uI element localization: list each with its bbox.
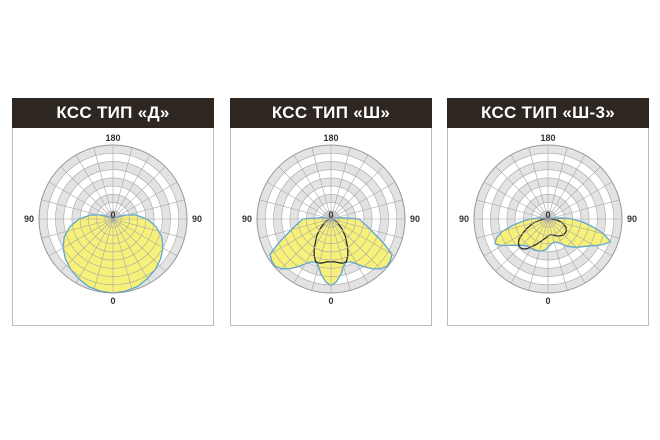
polar-grid-radial — [259, 199, 332, 220]
chart-title: КСС ТИП «Ш» — [230, 98, 432, 128]
chart-panel-d: КСС ТИП «Д» 180 90 90 0 0 — [12, 98, 214, 326]
polar-grid-radial — [112, 166, 166, 220]
polar-grid-radial — [476, 218, 549, 239]
polar-grid-radial — [266, 181, 332, 220]
polar-grid-radial — [510, 218, 549, 284]
polar-grid-radial — [330, 154, 369, 220]
polar-grid-radial — [330, 218, 369, 284]
angle-label-center: 0 — [328, 210, 333, 220]
angle-label-180: 180 — [323, 133, 338, 143]
polar-grid-radial — [48, 218, 114, 257]
polar-outer-ring — [256, 144, 406, 294]
angle-label-center: 0 — [110, 210, 115, 220]
polar-grid-radial — [311, 147, 332, 220]
polar-grid-radial — [495, 218, 549, 272]
polar-grid-radial — [266, 218, 332, 257]
polar-grid-radial — [112, 218, 178, 257]
polar-grid-radial — [311, 218, 332, 291]
polar-grid-radial — [330, 166, 384, 220]
polar-grid-radial — [483, 181, 549, 220]
polar-outer-ring — [38, 144, 188, 294]
polar-grid-radial — [112, 218, 133, 291]
chart-title: КСС ТИП «Д» — [12, 98, 214, 128]
polar-grid-radial — [528, 218, 549, 291]
polar-grid-radial — [75, 154, 114, 220]
polar-grid-radial — [278, 218, 332, 272]
angle-label-90-left: 90 — [459, 214, 469, 224]
angle-label-90-right: 90 — [410, 214, 420, 224]
angle-label-center: 0 — [545, 210, 550, 220]
polar-grid-radial — [476, 199, 549, 220]
polar-grid-radial — [330, 218, 403, 239]
chart-panel-sh: КСС ТИП «Ш» 180 90 90 0 0 — [230, 98, 432, 326]
polar-outer-ring — [473, 144, 623, 294]
polar-grid-radial — [293, 154, 332, 220]
polar-grid-radial — [547, 218, 586, 284]
polar-grid-radial — [547, 218, 568, 291]
chart-title: КСС ТИП «Ш-3» — [447, 98, 649, 128]
polar-grid-radial — [547, 218, 620, 239]
angle-label-0: 0 — [545, 296, 550, 306]
polar-grid-radial — [330, 218, 384, 272]
polar-grid-radial — [330, 147, 351, 220]
polar-grid-radial — [259, 218, 332, 239]
angle-label-90-left: 90 — [24, 214, 34, 224]
polar-grid-radial — [293, 218, 332, 284]
polar-grid-radial — [528, 147, 549, 220]
polar-grid-radial — [60, 218, 114, 272]
polar-grid-radial — [510, 154, 549, 220]
angle-label-90-left: 90 — [242, 214, 252, 224]
chart-panel-sh3: КСС ТИП «Ш-3» 180 90 90 0 0 — [447, 98, 649, 326]
polar-grid-radial — [112, 218, 166, 272]
polar-grid-radial — [112, 218, 151, 284]
polar-chart-d: 180 90 90 0 0 — [24, 133, 202, 306]
polar-grid-radial — [547, 154, 586, 220]
polar-grid-radial — [547, 218, 613, 257]
polar-chart-sh: 180 90 90 0 0 — [242, 133, 420, 306]
polar-grid-radial — [547, 147, 568, 220]
polar-grid-radial — [330, 218, 396, 257]
polar-grid-radial — [547, 166, 601, 220]
polar-grid-radial — [112, 147, 133, 220]
polar-grid-radial — [330, 199, 403, 220]
polar-grid-radial — [112, 199, 185, 220]
polar-grid-radial — [112, 181, 178, 220]
polar-grid-radial — [93, 218, 114, 291]
polar-grid-radial — [41, 199, 114, 220]
angle-label-90-right: 90 — [627, 214, 637, 224]
polar-grid-radial — [93, 147, 114, 220]
angle-label-0: 0 — [110, 296, 115, 306]
polar-grid-radial — [547, 199, 620, 220]
polar-grid-radial — [75, 218, 114, 284]
angle-label-180: 180 — [105, 133, 120, 143]
polar-chart-sh3: 180 90 90 0 0 — [459, 133, 637, 306]
polar-grid-radial — [330, 218, 351, 291]
polar-grid-radial — [112, 154, 151, 220]
polar-grid-radial — [547, 218, 601, 272]
polar-grid-radial — [112, 218, 185, 239]
polar-grid-radial — [41, 218, 114, 239]
angle-label-90-right: 90 — [192, 214, 202, 224]
polar-grid-radial — [60, 166, 114, 220]
polar-grid-radial — [495, 166, 549, 220]
polar-grid-radial — [278, 166, 332, 220]
angle-label-0: 0 — [328, 296, 333, 306]
angle-label-180: 180 — [540, 133, 555, 143]
polar-grid-radial — [330, 181, 396, 220]
polar-grid-radial — [483, 218, 549, 257]
polar-grid-radial — [48, 181, 114, 220]
polar-grid-radial — [547, 181, 613, 220]
